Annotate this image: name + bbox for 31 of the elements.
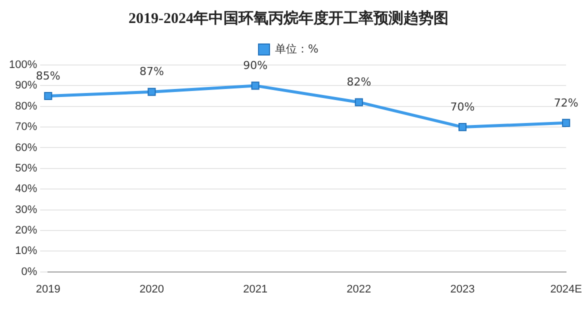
data-label: 72% [554, 96, 578, 110]
y-tick-label: 40% [15, 183, 38, 196]
data-label: 87% [140, 65, 164, 78]
y-tick-label: 30% [15, 204, 38, 216]
data-label: 82% [346, 76, 372, 89]
point [354, 98, 363, 106]
x-tick-label: 2020 [139, 283, 164, 296]
point [251, 82, 260, 90]
point [44, 92, 52, 100]
chart-title: 2019-2024年中国环氧丙烷年度开工率预测趋势图 [128, 8, 448, 27]
x-tick-label: 2022 [346, 283, 372, 296]
x-tick-label: 2023 [450, 283, 475, 296]
y-tick-label: 70% [15, 121, 38, 134]
y-tick-label: 0% [21, 266, 38, 278]
y-tick-label: 100% [8, 59, 38, 72]
y-tick-label: 50% [15, 162, 38, 174]
x-tick-label: 2024E [550, 283, 582, 296]
legend-label: 单位：% [275, 42, 318, 56]
data-label: 85% [36, 69, 60, 82]
y-tick-label: 90% [15, 80, 38, 92]
y-tick-label: 10% [15, 245, 38, 258]
x-tick-label: 2019 [36, 283, 60, 296]
data-label: 90% [243, 59, 268, 72]
y-tick-label: 80% [15, 100, 38, 112]
point [562, 118, 570, 127]
x-tick-label: 2021 [243, 283, 268, 296]
point [458, 123, 467, 132]
y-tick-label: 20% [15, 224, 38, 236]
y-tick-label: 60% [15, 142, 38, 154]
data-label: 70% [450, 100, 475, 114]
point [148, 88, 156, 96]
